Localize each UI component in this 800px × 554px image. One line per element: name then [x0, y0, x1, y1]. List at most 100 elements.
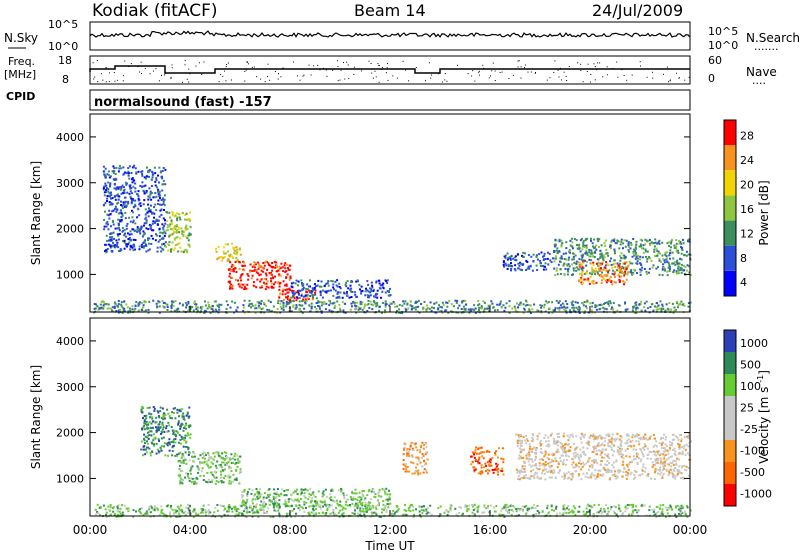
- heatmap-cell: [377, 494, 380, 497]
- heatmap-cell: [143, 428, 146, 431]
- heatmap-cell: [200, 307, 203, 310]
- heatmap-cell: [353, 492, 356, 495]
- heatmap-cell: [624, 510, 627, 513]
- heatmap-cell: [600, 263, 603, 265]
- heatmap-cell: [528, 463, 531, 466]
- heatmap-cell: [485, 507, 488, 510]
- heatmap-cell: [185, 414, 188, 417]
- heatmap-cell: [419, 472, 422, 475]
- nave-dot: [184, 64, 186, 66]
- heatmap-cell: [630, 513, 633, 516]
- heatmap-cell: [505, 302, 508, 305]
- heatmap-cell: [571, 258, 574, 261]
- heatmap-cell: [256, 509, 259, 512]
- heatmap-cell: [604, 302, 607, 305]
- heatmap-cell: [352, 301, 355, 304]
- heatmap-cell: [135, 301, 138, 303]
- heatmap-cell: [287, 498, 290, 501]
- heatmap-cell: [213, 451, 216, 454]
- heatmap-cell: [644, 248, 647, 251]
- heatmap-cell: [461, 300, 464, 303]
- heatmap-cell: [407, 509, 410, 512]
- heatmap-cell: [472, 466, 475, 469]
- heatmap-cell: [268, 309, 271, 312]
- heatmap-cell: [258, 491, 261, 494]
- heatmap-cell: [225, 455, 228, 458]
- heatmap-cell: [104, 508, 107, 511]
- heatmap-cell: [563, 258, 566, 260]
- heatmap-cell: [356, 502, 359, 504]
- heatmap-cell: [584, 244, 587, 247]
- heatmap-cell: [456, 299, 459, 302]
- heatmap-cell: [251, 304, 254, 307]
- heatmap-cell: [103, 170, 106, 173]
- heatmap-cell: [620, 240, 623, 243]
- heatmap-cell: [613, 276, 616, 278]
- heatmap-cell: [208, 456, 211, 459]
- heatmap-cell: [127, 238, 130, 240]
- nave-dot: [149, 73, 151, 75]
- heatmap-cell: [637, 509, 640, 512]
- heatmap-cell: [508, 509, 511, 512]
- heatmap-cell: [112, 171, 115, 174]
- heatmap-cell: [190, 466, 193, 469]
- heatmap-cell: [616, 449, 619, 452]
- heatmap-cell: [243, 269, 246, 272]
- heatmap-cell: [178, 507, 181, 510]
- heatmap-cell: [244, 287, 247, 290]
- station-title: Kodiak (fitACF): [92, 1, 218, 21]
- heatmap-cell: [183, 427, 185, 429]
- heatmap-cell: [674, 261, 676, 264]
- heatmap-cell: [134, 187, 137, 190]
- heatmap-cell: [164, 232, 167, 235]
- heatmap-cell: [547, 445, 550, 448]
- heatmap-cell: [315, 285, 318, 288]
- heatmap-cell: [351, 291, 354, 293]
- heatmap-cell: [656, 242, 658, 245]
- heatmap-cell: [300, 293, 303, 296]
- heatmap-cell: [324, 290, 327, 293]
- heatmap-cell: [165, 229, 168, 232]
- heatmap-cell: [189, 226, 192, 229]
- heatmap-cell: [236, 248, 239, 251]
- heatmap-cell: [154, 239, 157, 242]
- heatmap-cell: [365, 508, 368, 511]
- heatmap-cell: [169, 506, 172, 509]
- heatmap-cell: [235, 309, 238, 312]
- heatmap-cell: [213, 477, 216, 479]
- heatmap-cell: [162, 203, 165, 205]
- heatmap-cell: [406, 302, 409, 305]
- heatmap-cell: [188, 232, 191, 235]
- heatmap-cell: [677, 271, 679, 274]
- heatmap-cell: [665, 255, 668, 258]
- heatmap-cell: [558, 300, 561, 303]
- heatmap-cell: [666, 251, 669, 254]
- heatmap-cell: [162, 436, 165, 439]
- heatmap-cell: [152, 196, 155, 199]
- heatmap-cell: [245, 506, 248, 509]
- heatmap-cell: [122, 201, 125, 204]
- heatmap-cell: [286, 273, 289, 276]
- heatmap-cell: [256, 497, 259, 500]
- heatmap-cell: [386, 279, 389, 282]
- nave-dot: [105, 81, 107, 83]
- heatmap-cell: [626, 465, 629, 468]
- heatmap-cell: [406, 454, 409, 457]
- heatmap-cell: [417, 456, 420, 459]
- heatmap-cell: [518, 509, 521, 512]
- heatmap-cell: [366, 303, 369, 306]
- heatmap-cell: [363, 306, 366, 309]
- heatmap-cell: [173, 247, 176, 250]
- heatmap-cell: [121, 207, 124, 210]
- heatmap-cell: [426, 511, 429, 514]
- heatmap-cell: [149, 227, 152, 230]
- heatmap-cell: [275, 510, 278, 513]
- nave-dot: [582, 81, 584, 83]
- heatmap-cell: [164, 413, 167, 416]
- heatmap-cell: [262, 496, 265, 499]
- heatmap-cell: [144, 453, 147, 456]
- heatmap-cell: [217, 305, 219, 307]
- heatmap-cell: [491, 469, 494, 471]
- nave-dot: [392, 75, 394, 77]
- heatmap-cell: [122, 189, 125, 192]
